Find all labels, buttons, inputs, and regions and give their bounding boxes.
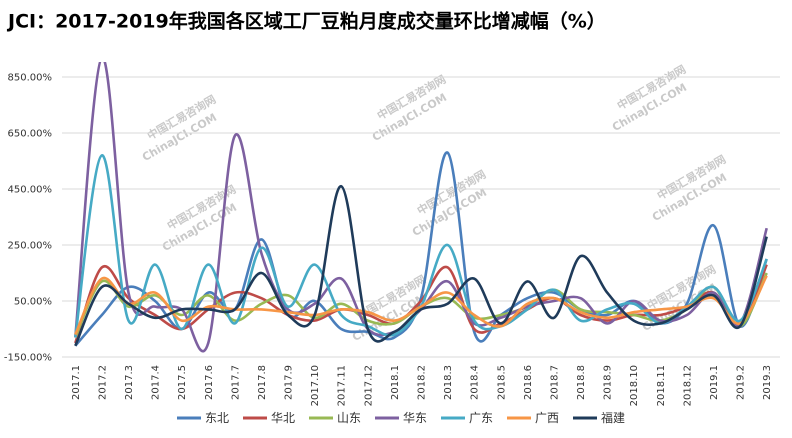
x-tick-label: 2018.11 [656,365,667,406]
x-tick-label: 2017.6 [204,365,215,400]
legend-label: 广西 [535,411,559,425]
x-tick-label: 2017.7 [230,365,241,400]
y-tick-label: 50.00% [14,297,52,308]
series-line [74,154,768,338]
x-tick-label: 2018.3 [443,365,454,400]
x-tick-label: 2018.10 [629,365,640,406]
y-tick-label: 850.00% [8,73,53,84]
y-tick-label: 250.00% [8,241,53,252]
x-tick-label: 2018.4 [470,365,481,400]
y-tick-label: 450.00% [8,185,53,196]
x-tick-label: 2018.12 [682,365,693,406]
x-tick-label: 2018.1 [390,365,401,400]
series-line [74,62,768,353]
legend-label: 华东 [403,411,427,425]
x-tick-label: 2017.2 [97,365,108,400]
legend-label: 广东 [469,411,493,425]
x-tick-label: 2018.5 [496,365,507,400]
x-tick-label: 2017.3 [124,365,135,400]
x-tick-label: 2019.2 [736,365,747,400]
x-tick-label: 2018.2 [417,365,428,400]
x-tick-label: 2018.7 [549,365,560,400]
x-tick-label: 2018.9 [603,365,614,400]
y-tick-label: -150.00% [4,353,52,364]
legend-label: 华北 [271,411,295,425]
x-tick-label: 2018.8 [576,365,587,400]
series-line [74,184,768,347]
x-tick-label: 2019.3 [762,365,773,400]
legend-label: 山东 [337,411,361,425]
x-tick-label: 2017.11 [337,365,348,406]
x-tick-label: 2017.5 [177,365,188,400]
x-tick-label: 2017.8 [257,365,268,400]
chart-title: JCI：2017-2019年我国各区域工厂豆粕月度成交量环比增减幅（%） [6,10,606,33]
legend-label: 东北 [205,411,229,425]
x-tick-label: 2019.1 [709,365,720,400]
y-tick-label: 650.00% [8,129,53,140]
x-tick-label: 2017.4 [151,365,162,400]
x-tick-label: 2017.9 [284,365,295,400]
series-line [74,275,768,336]
x-tick-label: 2017.12 [363,365,374,406]
x-tick-label: 2018.6 [523,365,534,400]
x-tick-label: 2017.10 [310,365,321,406]
legend-label: 福建 [601,410,625,425]
x-tick-label: 2017.1 [71,365,82,400]
